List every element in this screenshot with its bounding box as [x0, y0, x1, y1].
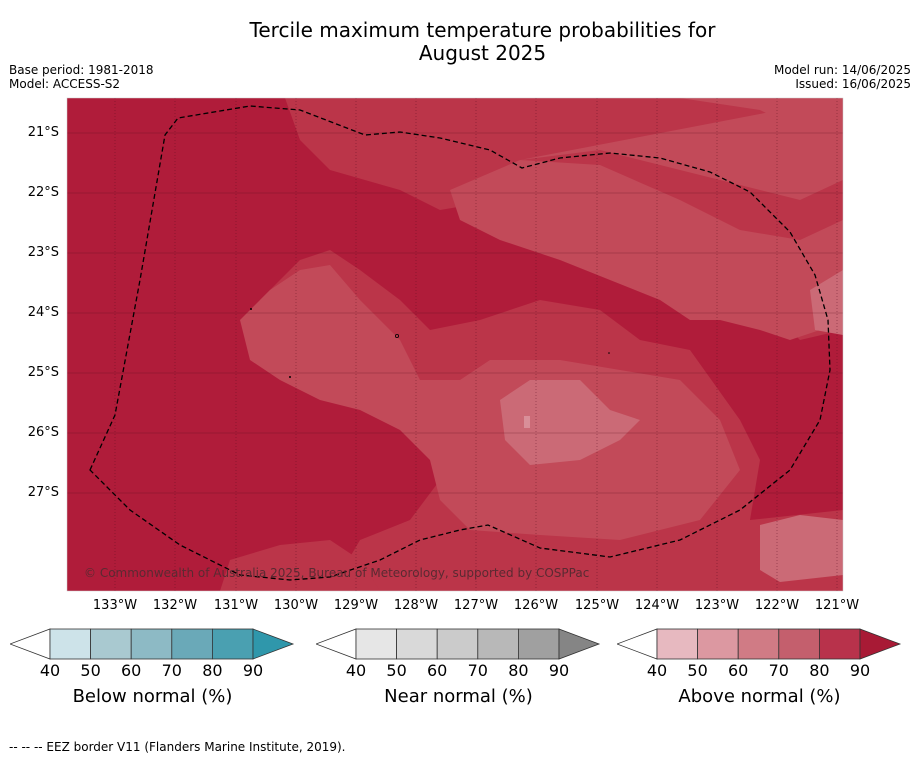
colorbar-segment — [90, 628, 132, 660]
colorbar-segment — [49, 628, 91, 660]
colorbar-segment — [171, 628, 213, 660]
colorbar — [316, 628, 601, 660]
region-above-70-east — [450, 160, 843, 340]
lat-label: 27°S — [27, 485, 59, 500]
colorbar-tick-label: 70 — [161, 661, 182, 680]
colorbar-segment — [818, 628, 861, 660]
lon-label: 123°W — [694, 598, 740, 613]
colorbar-title: Below normal (%) — [72, 686, 233, 707]
region-above-60-southeast — [760, 515, 843, 582]
lon-label: 124°W — [634, 598, 680, 613]
colorbar-tick-label: 90 — [242, 661, 264, 680]
colorbar — [10, 628, 295, 660]
meta-right: Model run: 14/06/2025 Issued: 16/06/2025 — [774, 63, 911, 91]
colorbar-tick-label: 40 — [345, 661, 367, 680]
colorbar-title: Above normal (%) — [678, 686, 841, 707]
colorbar-tick-label: 80 — [508, 661, 529, 680]
colorbar-segment — [517, 628, 560, 660]
model-run: Model run: 14/06/2025 — [773, 63, 911, 77]
colorbar-tick-label: 80 — [809, 661, 830, 680]
colorbar-over-arrow — [859, 628, 902, 660]
lon-label: 132°W — [152, 598, 198, 613]
lon-label: 122°W — [754, 598, 800, 613]
region-above-60-center — [500, 380, 640, 465]
colorbar-segment — [211, 628, 254, 660]
colorbar-segment — [355, 628, 397, 660]
title-line-2: August 2025 — [418, 41, 547, 65]
colorbar-tick-label: 90 — [548, 661, 570, 680]
colorbar-tick-label: 70 — [768, 661, 789, 680]
colorbar-segment — [737, 628, 780, 660]
region-above-60-east-edge — [810, 270, 843, 335]
lon-label: 121°W — [814, 598, 860, 613]
colorbar-under-arrow — [316, 628, 357, 660]
colorbar-segment — [778, 628, 820, 660]
colorbar-under-arrow — [10, 628, 51, 660]
colorbar-tick-label: 60 — [427, 661, 448, 680]
region-above-70-center — [240, 265, 740, 540]
meta-left: Base period: 1981-2018 Model: ACCESS-S2 — [9, 63, 154, 91]
colorbar-under-arrow — [617, 628, 658, 660]
lon-label: 128°W — [393, 598, 439, 613]
colorbar-segment — [656, 628, 698, 660]
colorbar-tick-label: 50 — [386, 661, 407, 680]
eez-border — [89, 105, 831, 581]
colorbar-segment — [436, 628, 479, 660]
lat-label: 22°S — [27, 185, 59, 200]
lon-label: 130°W — [273, 598, 319, 613]
lat-label: 26°S — [27, 425, 59, 440]
colorbar-tick-label: 40 — [39, 661, 61, 680]
colorbar-tick-label: 80 — [202, 661, 223, 680]
map-frame — [66, 97, 844, 592]
lat-gridlines — [67, 132, 843, 494]
colorbar-segment — [130, 628, 173, 660]
model-name: Model: ACCESS-S2 — [9, 77, 121, 91]
colorbar-title: Near normal (%) — [384, 686, 533, 707]
lon-gridlines — [114, 98, 838, 591]
colorbar-tick-label: 60 — [121, 661, 142, 680]
lon-label: 133°W — [92, 598, 138, 613]
copyright-text: © Commonwealth of Australia 2025, Bureau… — [84, 566, 590, 580]
island-marker — [250, 308, 252, 310]
colorbar-segment — [697, 628, 739, 660]
lat-label: 23°S — [27, 245, 59, 260]
colorbar-tick-label: 90 — [849, 661, 871, 680]
lon-label: 127°W — [453, 598, 499, 613]
lon-label: 129°W — [333, 598, 379, 613]
lat-label: 24°S — [27, 305, 59, 320]
map-panel — [66, 97, 844, 592]
colorbar-tick-label: 40 — [646, 661, 668, 680]
colorbar-segment — [396, 628, 438, 660]
lat-label: 25°S — [27, 365, 59, 380]
colorbar-over-arrow — [558, 628, 601, 660]
lon-label: 125°W — [574, 598, 620, 613]
colorbar-over-arrow — [252, 628, 295, 660]
colorbar-tick-label: 70 — [467, 661, 488, 680]
lat-label: 21°S — [27, 125, 59, 140]
region-above-80-south-left — [220, 540, 380, 591]
lon-label: 131°W — [213, 598, 259, 613]
colorbar-tick-label: 60 — [728, 661, 749, 680]
issued-date: Issued: 16/06/2025 — [795, 77, 911, 91]
colorbar-segment — [477, 628, 519, 660]
colorbar-tick-label: 50 — [687, 661, 708, 680]
map-title: Tercile maximum temperature probabilitie… — [0, 19, 919, 65]
region-above-70-northeast — [520, 98, 843, 200]
footnote: -- -- -- EEZ border V11 (Flanders Marine… — [9, 740, 346, 754]
region-above-50-spot — [524, 416, 530, 428]
island-marker — [608, 352, 610, 354]
lon-label: 126°W — [513, 598, 559, 613]
title-line-1: Tercile maximum temperature probabilitie… — [249, 18, 716, 42]
colorbar-tick-label: 50 — [80, 661, 101, 680]
base-period: Base period: 1981-2018 — [9, 63, 154, 77]
colorbar — [617, 628, 902, 660]
island-marker — [289, 376, 291, 378]
island-marker — [394, 333, 399, 338]
